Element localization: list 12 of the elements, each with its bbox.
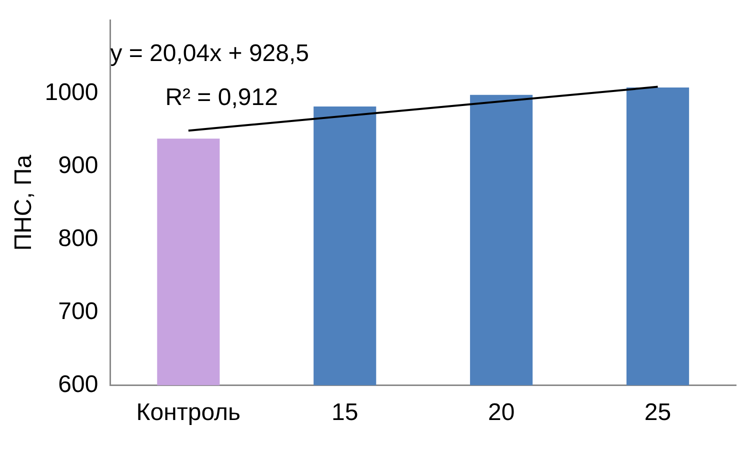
y-tick-label: 600 (58, 370, 98, 398)
x-tick-label: 25 (644, 399, 672, 426)
x-tick-label: 20 (488, 399, 515, 426)
x-tick-label: Контроль (136, 399, 241, 426)
x-tick-label: 15 (332, 399, 358, 426)
annotation: y = 20,04x + 928,5 (110, 40, 310, 68)
y-tick-label: 900 (58, 152, 98, 179)
y-tick-label: 800 (58, 224, 98, 252)
y-tick-label: 700 (58, 298, 98, 325)
y-tick-label: 1000 (44, 78, 98, 106)
annotation: R² = 0,912 (165, 84, 278, 112)
y-axis-title: ПНС, Па (10, 154, 38, 251)
